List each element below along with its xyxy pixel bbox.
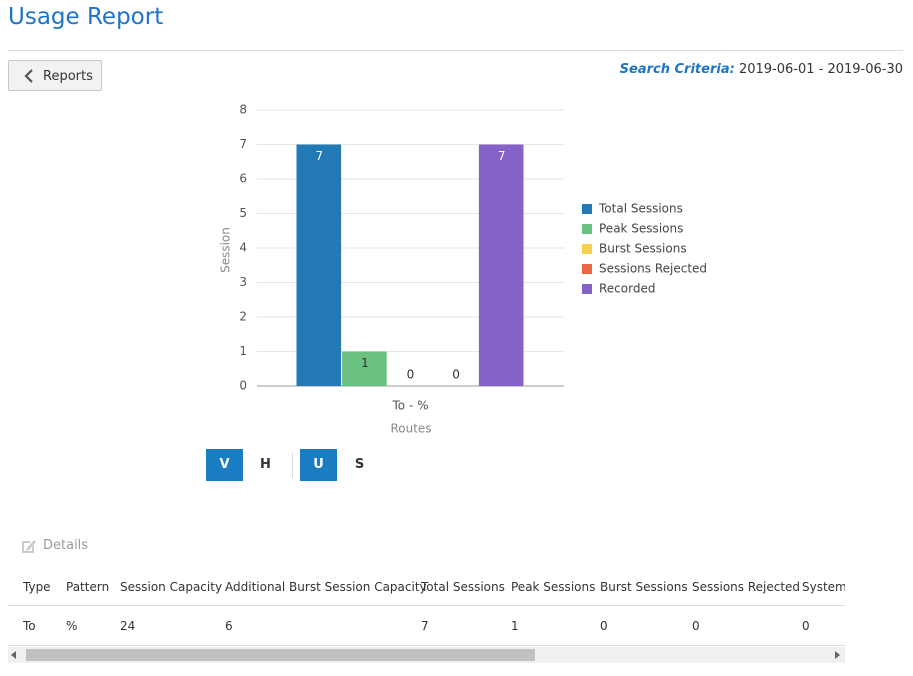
legend-label: Sessions Rejected [599, 262, 707, 276]
toggle-vertical[interactable]: V [206, 449, 243, 481]
details-table: Type Pattern Session Capacity Additional Bu… [8, 570, 845, 646]
data-label: 0 [452, 368, 460, 382]
legend-swatch [582, 284, 592, 294]
x-tick-label: To - % [392, 399, 429, 413]
legend-swatch [582, 264, 592, 274]
row-border [8, 605, 845, 606]
legend-swatch [582, 244, 592, 254]
column-header: Pattern [66, 580, 110, 594]
bar [296, 144, 342, 386]
chevron-icon [24, 69, 33, 83]
legend-label: Peak Sessions [599, 222, 683, 236]
y-tick-label: 3 [239, 275, 247, 289]
legend-swatch [582, 224, 592, 234]
y-tick-label: 4 [239, 241, 247, 255]
data-label: 1 [361, 356, 369, 370]
column-header: Peak Sessions [511, 580, 596, 594]
scroll-left[interactable] [11, 651, 17, 659]
legend-label: Total Sessions [598, 202, 683, 216]
column-header: Session Capacity [120, 580, 223, 594]
table-cell: To [23, 619, 36, 633]
details-title: Details [43, 538, 89, 553]
column-header: System [802, 580, 845, 594]
toggle-stacked[interactable]: S [354, 457, 365, 472]
page-title: Usage Report [8, 4, 164, 30]
bar [342, 351, 387, 386]
y-tick-label: 2 [239, 310, 247, 324]
legend-swatch [582, 204, 592, 214]
data-label: 7 [498, 149, 506, 163]
criteria-value: 2019-06-01 - 2019-06-30 [738, 62, 903, 77]
column-header: Total Sessions [421, 580, 505, 594]
scroll-right[interactable] [835, 651, 841, 659]
y-tick-label: 0 [239, 379, 247, 393]
column-header: Type [23, 580, 51, 594]
bar [478, 144, 524, 386]
y-tick-label: 7 [239, 137, 247, 151]
column-header: Additional Burst Session Capacity [225, 580, 427, 594]
toggle-separator [292, 452, 293, 478]
search-criteria: Search Criteria: 2019-06-01 - 2019-06-30 [620, 62, 903, 77]
y-tick-label: 1 [239, 344, 247, 358]
legend-label: Recorded [599, 282, 655, 296]
edit-icon [22, 540, 36, 553]
table-cell: % [66, 619, 78, 633]
scrollbar[interactable] [8, 647, 845, 663]
y-tick-label: 5 [239, 206, 247, 220]
legend-label: Burst Sessions [599, 242, 687, 256]
y-axis-label: Session [219, 227, 233, 273]
table-cell: 6 [225, 619, 233, 633]
table-cell: 1 [511, 619, 519, 633]
table-cell: 7 [421, 619, 429, 633]
back-label: Reports [43, 69, 93, 84]
chart: Session Routes 0 1 2 3 4 5 6 7 8 To - % 7 1 0 0 7 Total… [219, 103, 708, 436]
back-button[interactable]: Reports [8, 60, 102, 91]
table-cell: 0 [600, 619, 608, 633]
table-cell: 0 [802, 619, 810, 633]
column-header: Sessions Rejected [692, 580, 801, 594]
separator [8, 50, 903, 51]
table-cell: 24 [120, 619, 136, 633]
data-label: 0 [407, 368, 415, 382]
x-axis-label: Routes [390, 422, 431, 436]
row-border [8, 645, 845, 646]
column-header: Burst Sessions [600, 580, 688, 594]
toggle-horizontal[interactable]: H [260, 457, 271, 472]
criteria-label: Search Criteria: [619, 62, 735, 77]
toggle-unstacked[interactable]: U [300, 449, 337, 481]
y-tick-label: 8 [239, 103, 247, 117]
data-label: 7 [315, 149, 323, 163]
scroll-thumb[interactable] [26, 649, 535, 661]
table-cell: 0 [692, 619, 700, 633]
y-tick-label: 6 [239, 172, 247, 186]
